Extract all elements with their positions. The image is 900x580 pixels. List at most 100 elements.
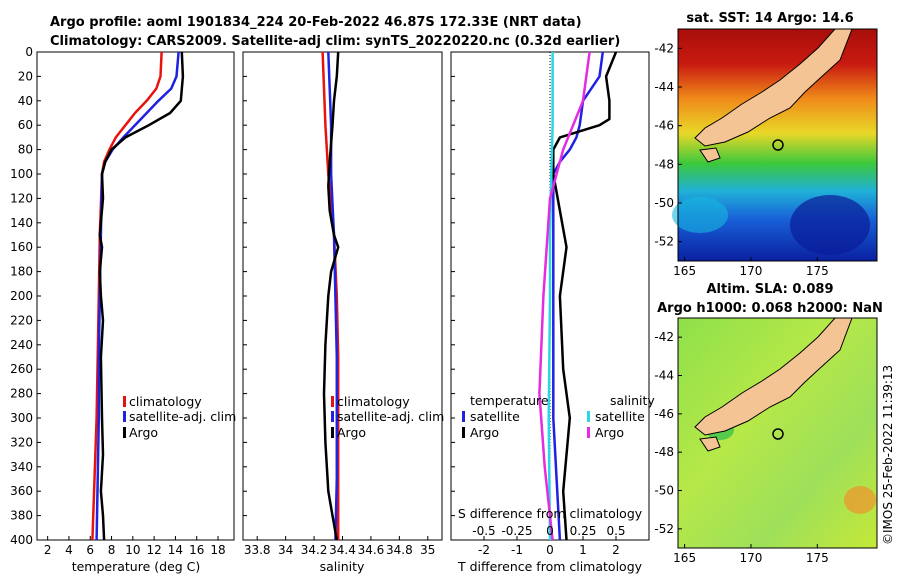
map-y-tick-label: -42 [654,41,674,55]
sst-map-frame [677,28,878,262]
x-tick-label: 33.8 [244,543,271,557]
stewart-island-landmass [699,147,721,163]
series-line-t-argo [552,51,618,541]
x-tick-label: 4 [65,543,73,557]
x-tick-label: 8 [108,543,116,557]
legend-swatch-s-satellite [587,411,590,422]
imos-credit: ©IMOS 25-Feb-2022 11:39:13 [881,365,895,545]
argo-float-marker [772,139,784,151]
sst-cool-patch [672,197,728,233]
sla-high-patch [844,486,876,514]
s-tick-label: 0 [546,524,554,538]
salinity-panel [242,51,443,541]
depth-tick-label: 380 [10,509,33,523]
x-tick-label: 16 [189,543,204,557]
map-y-tick-label: -44 [654,369,674,383]
legend-label-t-argo: Argo [470,425,499,440]
x-tick-label: 34.2 [301,543,328,557]
map-x-tick-label: 175 [806,551,829,565]
x-tick-label: 10 [125,543,140,557]
map-y-tick-label: -44 [654,80,674,94]
sla-map-title-line1: Altim. SLA: 0.089 [707,282,834,297]
difference-xlabel: T difference from climatology [457,559,643,574]
series-line-s-satellite [547,52,554,541]
map-x-tick-label: 170 [740,264,763,278]
map-y-tick-label: -46 [654,119,674,133]
x-tick-label: 1 [579,543,587,557]
figure-title-line2: Climatology: CARS2009. Satellite-adj cli… [50,34,620,49]
depth-tick-label: 240 [10,338,33,352]
sla-map-axes: 165 170 175 -42 -44 -46 -48 -50 -52 [654,330,828,565]
map-x-tick-label: 170 [740,551,763,565]
x-tick-label: 34.6 [358,543,385,557]
map-x-tick-label: 165 [673,264,696,278]
legend-label-satellite: satellite-adj. clim [129,409,236,424]
legend-title-temperature: temperature [470,393,549,408]
legend-label-climatology: climatology [337,394,410,409]
legend-swatch-argo [123,427,126,438]
depth-tick-label: 360 [10,484,33,498]
depth-tick-label: 340 [10,460,33,474]
depth-tick-label: 100 [10,167,33,181]
x-tick-label: 34.8 [386,543,413,557]
map-x-tick-label: 175 [806,264,829,278]
depth-tick-label: 0 [25,45,33,59]
map-y-tick-label: -50 [654,196,674,210]
depth-tick-label: 320 [10,435,33,449]
map-y-tick-label: -52 [654,235,674,249]
depth-tick-label: 160 [10,240,33,254]
depth-tick-label: 80 [18,143,33,157]
sst-map [672,28,878,262]
legend-label-s-argo: Argo [595,425,624,440]
legend-swatch-climatology [331,396,334,407]
legend-label-t-satellite: satellite [470,409,520,424]
depth-tick-label: 280 [10,387,33,401]
difference-plot: -2 -1 0 1 2 [478,51,620,557]
salinity-xlabel: salinity [320,559,365,574]
x-tick-label: 34.4 [329,543,356,557]
series-line-argo [98,51,185,541]
legend-label-argo: Argo [129,425,158,440]
legend-swatch-argo [331,427,334,438]
series-line-satellite-adj-clim [327,51,339,541]
stewart-island-landmass [699,436,721,452]
legend-swatch-t-satellite [462,411,465,422]
legend-swatch-climatology [123,396,126,407]
depth-tick-label: 300 [10,411,33,425]
depth-tick-label: 20 [18,69,33,83]
s-tick-label: 0.25 [570,524,597,538]
series-line-t-satellite [552,51,605,541]
map-y-tick-label: -42 [654,330,674,344]
s-difference-ticks: -0.5 -0.25 0 0.25 0.5 [472,524,625,538]
depth-tick-label: 180 [10,265,33,279]
salinity-plot: 33.8 34 34.2 34.4 34.6 34.8 35 [244,51,435,557]
map-y-tick-label: -52 [654,522,674,536]
s-tick-label: -0.5 [472,524,495,538]
temperature-xlabel: temperature (deg C) [72,559,201,574]
legend-swatch-satellite [123,411,126,422]
sla-map [677,317,878,549]
sla-map-frame [677,317,878,549]
sst-map-axes: 165 170 175 -42 -44 -46 -48 -50 -52 [654,41,828,278]
map-y-tick-label: -46 [654,407,674,421]
legend-label-climatology: climatology [129,394,202,409]
depth-tick-label: 120 [10,191,33,205]
argo-float-marker [772,428,784,440]
sst-cold-patch [790,195,870,255]
series-line-climatology [91,51,163,541]
depth-tick-label: 40 [18,94,33,108]
map-y-tick-label: -50 [654,484,674,498]
sst-map-title: sat. SST: 14 Argo: 14.6 [686,11,853,26]
legend-swatch-satellite [331,411,334,422]
x-tick-label: 12 [146,543,161,557]
depth-tick-label: 220 [10,313,33,327]
figure-title-line1: Argo profile: aoml 1901834_224 20-Feb-20… [50,15,582,30]
x-tick-label: 35 [420,543,435,557]
x-tick-label: 2 [612,543,620,557]
legend-label-satellite: satellite-adj. clim [337,409,444,424]
depth-tick-label: 400 [10,533,33,547]
map-y-tick-label: -48 [654,157,674,171]
legend-label-s-satellite: satellite [595,409,645,424]
legend-title-salinity: salinity [610,393,655,408]
